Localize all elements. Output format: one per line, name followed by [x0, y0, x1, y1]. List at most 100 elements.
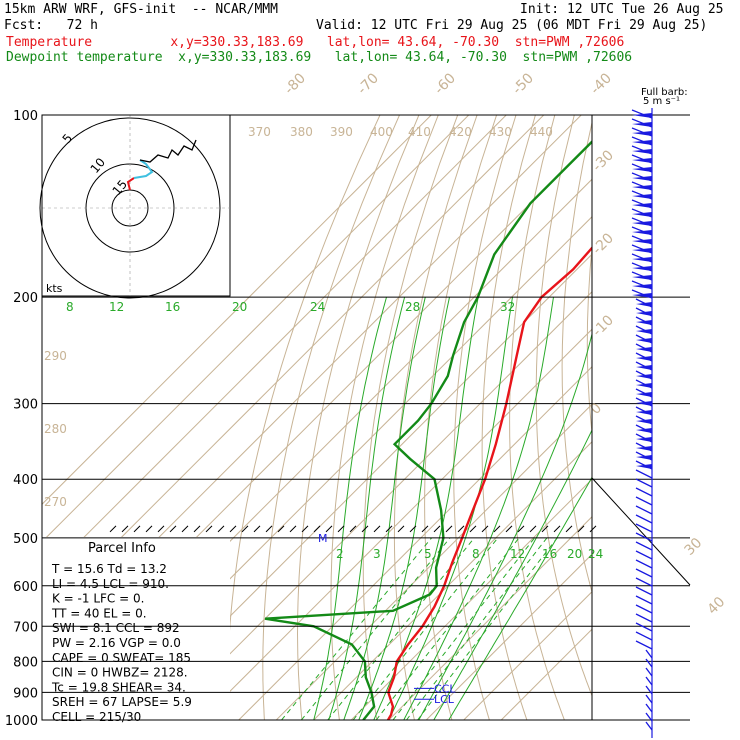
mixing-ratio-label: 24 [310, 300, 325, 314]
wind-barb-flag [632, 257, 652, 262]
wind-barb [635, 577, 653, 587]
mixing-ratio-line [392, 537, 535, 720]
wind-barb-flag [632, 131, 652, 136]
isotherm-line [275, 403, 592, 720]
dry-adiabat-line [481, 115, 536, 720]
mixing-ratio-line [406, 537, 548, 720]
wind-barb-flag [632, 185, 652, 190]
wind-barb-flag [632, 158, 652, 163]
level-marker-label: CCL [434, 682, 456, 695]
theta-label: 400 [370, 125, 393, 139]
theta-label: 430 [489, 125, 512, 139]
wind-barb-flag [632, 248, 652, 253]
hatch-mark [157, 525, 165, 533]
hatch-mark [109, 525, 117, 533]
wind-barb-flag [632, 293, 652, 298]
isotherm-label: -60 [432, 70, 459, 97]
parcel-info-row: T = 15.6 Td = 13.2 [51, 562, 167, 576]
wind-barb-flag [636, 446, 652, 451]
wind-barb [635, 550, 653, 560]
hatch-mark [325, 525, 333, 533]
mixing-ratio-label: 32 [500, 300, 515, 314]
isotherm-line [42, 115, 507, 580]
hatch-mark [517, 525, 525, 533]
pressure-tick-label: 600 [13, 580, 38, 595]
dry-adiabat-line [330, 115, 439, 720]
parcel-info-row: SREH = 67 LAPSE= 5.9 [52, 695, 192, 709]
parcel-info-title: Parcel Info [88, 541, 156, 556]
mixing-ratio-label: 24 [588, 547, 603, 561]
theta-label: 280 [44, 422, 67, 436]
mixing-ratio-label: 8 [66, 300, 74, 314]
hatch-mark [457, 525, 465, 533]
wind-barb [645, 694, 653, 704]
boundary-line [591, 477, 691, 586]
dry-adiabat-line [561, 120, 592, 594]
wind-barb [635, 541, 653, 551]
hatch-mark [193, 525, 201, 533]
wind-barb-flag [632, 284, 652, 289]
mixing-ratio-line [417, 537, 558, 720]
hatch-mark [409, 525, 417, 533]
hatch-mark [553, 525, 561, 533]
isotherm-label: -70 [355, 70, 382, 97]
barb-legend-title: Full barb: [641, 87, 688, 98]
theta-label: 420 [449, 125, 472, 139]
wind-barb [645, 649, 653, 659]
wind-barb-flag [636, 329, 652, 334]
wind-barb [635, 514, 653, 524]
dry-adiabat-line [704, 115, 740, 720]
pressure-tick-label: 100 [13, 109, 38, 124]
mixing-ratio-label: 20 [567, 547, 582, 561]
mixing-ratio-line [327, 537, 475, 720]
dewpoint-legend: Dewpoint temperature x,y=330.33,183.69 l… [6, 50, 633, 65]
hatch-mark [241, 525, 249, 533]
wind-barb [635, 559, 653, 569]
mixing-ratio-label: 3 [373, 547, 381, 561]
wind-barb-flag [632, 221, 652, 226]
mixing-ratio-label: 2 [336, 547, 344, 561]
wind-barb-flag [632, 239, 652, 244]
pressure-tick-label: 900 [13, 686, 38, 701]
hatch-mark [277, 525, 285, 533]
wind-barb-flag [636, 455, 652, 460]
wind-barb-flag [636, 392, 652, 397]
isotherm-line [238, 366, 592, 720]
wind-barb-flag [636, 464, 652, 469]
wind-barb-flag [636, 437, 652, 442]
mixing-ratio-label: 8 [472, 547, 480, 561]
hodograph-trace-low [126, 177, 135, 191]
hatch-mark [253, 525, 261, 533]
hatch-mark [565, 525, 573, 533]
parcel-info-row: Tc = 19.8 SHEAR= 34. [51, 680, 186, 694]
dry-adiabat-line [612, 115, 715, 720]
parcel-info-row: LI = 4.5 LCL = 910. [52, 577, 169, 591]
pressure-tick-label: 200 [13, 291, 38, 306]
isotherm-label: -30 [590, 147, 617, 174]
wind-barb [635, 631, 653, 641]
mixing-ratio-label: 12 [510, 547, 525, 561]
wind-barb [635, 523, 653, 533]
theta-label: 380 [290, 125, 313, 139]
hatch-mark [493, 525, 501, 533]
dry-adiabat-line [362, 115, 459, 720]
parcel-info-row: K = -1 LFC = 0. [52, 592, 144, 606]
wind-barb [645, 685, 653, 695]
wind-barb [645, 712, 653, 722]
hatch-mark [481, 525, 489, 533]
wind-barb [635, 568, 653, 578]
hatch-mark [121, 525, 129, 533]
parcel-info-row: CELL = 215/30 [52, 710, 141, 724]
wind-barb-flag [636, 383, 652, 388]
wind-barb-flag [636, 320, 652, 325]
wind-barb [645, 703, 653, 713]
wind-barb [645, 658, 653, 668]
dry-adiabat-line [509, 115, 565, 720]
mixing-ratio-line [281, 537, 432, 720]
wind-barb-flag [636, 374, 652, 379]
pressure-tick-label: 1000 [5, 714, 38, 729]
hatch-mark [205, 525, 213, 533]
mixing-ratio-label: 16 [165, 300, 180, 314]
wind-barb [635, 478, 653, 488]
